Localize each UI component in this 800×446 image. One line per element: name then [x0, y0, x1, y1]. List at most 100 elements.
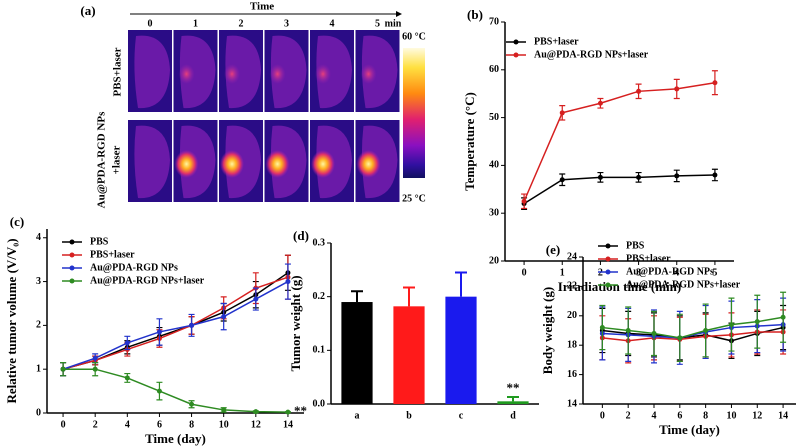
- legend-marker: [69, 252, 75, 258]
- time-tick-label: 5: [375, 18, 380, 29]
- data-point: [124, 375, 130, 381]
- x-tick-label: 10: [219, 419, 229, 430]
- series-line: [602, 331, 784, 342]
- data-point: [728, 322, 734, 328]
- data-point: [651, 330, 657, 336]
- heat-spot: [265, 150, 290, 178]
- time-tick-label: 2: [239, 18, 244, 29]
- legend-marker: [605, 282, 611, 288]
- data-point: [60, 366, 66, 372]
- y-tick-label: 1: [36, 363, 41, 374]
- panel-label: (a): [80, 3, 95, 18]
- legend-label: Au@PDA-RGD NPs: [90, 262, 178, 273]
- data-point: [156, 388, 162, 394]
- y-tick-label: 50: [489, 112, 499, 123]
- legend-label: Au@PDA-RGD NPs: [626, 266, 714, 277]
- y-tick-label: 4: [36, 232, 41, 243]
- row-label: Au@PDA-RGD NPs: [96, 111, 108, 208]
- data-point: [636, 174, 642, 180]
- legend-marker: [605, 269, 611, 275]
- y-tick-label: 24: [567, 251, 577, 262]
- y-tick-label: 30: [489, 207, 499, 218]
- data-point: [253, 409, 259, 415]
- data-point: [253, 296, 259, 302]
- body-silhouette: [225, 35, 261, 109]
- data-point: [521, 198, 527, 204]
- body-silhouette: [361, 35, 398, 109]
- x-tick-label: 4: [674, 267, 679, 278]
- data-point: [189, 401, 195, 407]
- time-tick-label: 4: [330, 18, 335, 29]
- data-point: [674, 86, 680, 92]
- legend-marker: [69, 278, 75, 284]
- time-tick-label: 1: [193, 18, 198, 29]
- body-silhouette: [179, 35, 216, 109]
- series-line: [602, 316, 784, 339]
- legend-marker: [513, 39, 519, 45]
- legend-label: PBS: [626, 240, 645, 251]
- error-bar: [351, 290, 363, 303]
- legend-label: Au@PDA-RGD NPs+laser: [626, 279, 741, 290]
- y-tick-label: 40: [489, 160, 499, 171]
- heat-spot: [224, 64, 240, 84]
- legend-marker: [69, 239, 75, 245]
- time-tick-label: 3: [284, 18, 289, 29]
- heat-spot: [356, 150, 381, 178]
- y-tick-label: 18: [567, 339, 577, 350]
- x-tick-label: 14: [778, 410, 788, 421]
- significance-mark: **: [294, 403, 307, 418]
- data-point: [92, 355, 98, 361]
- data-point: [221, 407, 227, 413]
- x-tick-label: 2: [93, 419, 98, 430]
- x-axis-label: Time (day): [145, 431, 206, 446]
- data-point: [625, 328, 631, 333]
- legend-marker: [69, 265, 75, 271]
- series-line: [62, 280, 289, 370]
- data-point: [712, 80, 718, 86]
- x-tick-label: b: [406, 410, 412, 421]
- y-tick-label: 20: [489, 255, 499, 266]
- y-tick-label: 3: [36, 276, 41, 287]
- x-tick-label: 8: [703, 410, 708, 421]
- heat-spot: [178, 64, 195, 84]
- body-silhouette: [270, 35, 307, 109]
- error-bar: [403, 286, 415, 307]
- body-silhouette: [316, 35, 352, 109]
- x-tick-label: c: [459, 410, 464, 421]
- data-point: [599, 325, 605, 331]
- bar: [497, 401, 529, 404]
- time-arrow-head: [396, 11, 402, 17]
- heat-spot: [269, 64, 286, 84]
- data-point: [92, 366, 98, 372]
- series-line: [63, 368, 288, 413]
- bar: [445, 296, 477, 404]
- panel-label: (e): [546, 242, 560, 257]
- x-tick-label: 0: [61, 419, 66, 430]
- time-label: Time: [250, 1, 274, 13]
- x-axis-label: Time (day): [659, 422, 720, 437]
- data-point: [124, 340, 130, 346]
- legend-label: Au@PDA-RGD NPs+laser: [90, 275, 205, 286]
- panel-label: (c): [10, 214, 24, 229]
- x-tick-label: 14: [283, 419, 293, 430]
- x-tick-label: 0: [600, 410, 605, 421]
- data-point: [780, 314, 786, 320]
- legend-label: Au@PDA-RGD NPs+laser: [534, 49, 649, 60]
- scale-max: 60 °C: [402, 31, 426, 42]
- bar: [393, 306, 425, 404]
- legend-marker: [513, 52, 519, 58]
- y-tick-label: 0.2: [313, 291, 326, 302]
- x-tick-label: 12: [251, 419, 261, 430]
- data-point: [597, 100, 603, 106]
- x-tick-label: 3: [636, 267, 641, 278]
- data-point: [189, 322, 195, 328]
- data-point: [559, 110, 565, 116]
- data-point: [156, 329, 162, 335]
- bar: [341, 302, 373, 404]
- series-line: [602, 326, 784, 342]
- x-tick-label: 6: [677, 410, 682, 421]
- legend-label: PBS+laser: [626, 253, 671, 264]
- color-bar: [403, 48, 425, 178]
- error-bar: [507, 396, 519, 402]
